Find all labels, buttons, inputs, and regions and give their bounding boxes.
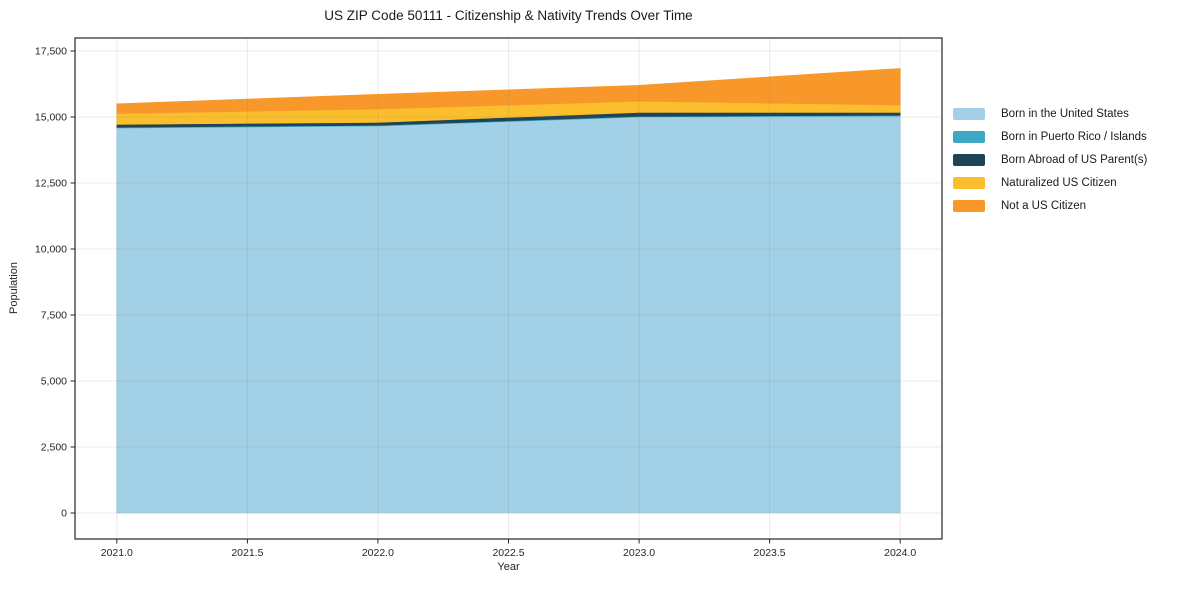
legend-swatch bbox=[953, 154, 985, 166]
x-tick-label: 2024.0 bbox=[884, 547, 916, 559]
y-tick-label: 10,000 bbox=[35, 244, 67, 256]
legend-item: Born in Puerto Rico / Islands bbox=[953, 131, 1147, 143]
x-tick-label: 2023.5 bbox=[754, 547, 786, 559]
legend-swatch bbox=[953, 200, 985, 212]
x-tick-label: 2022.0 bbox=[362, 547, 394, 559]
y-tick-label: 15,000 bbox=[35, 112, 67, 124]
legend-item: Naturalized US Citizen bbox=[953, 177, 1147, 189]
legend-item: Not a US Citizen bbox=[953, 200, 1147, 212]
y-axis-label: Population bbox=[8, 262, 20, 314]
legend-swatch bbox=[953, 131, 985, 143]
legend-label: Born in the United States bbox=[1001, 108, 1129, 120]
legend-swatch bbox=[953, 177, 985, 189]
y-tick-label: 7,500 bbox=[41, 310, 67, 322]
legend-label: Not a US Citizen bbox=[1001, 200, 1087, 212]
legend: Born in the United States Born in Puerto … bbox=[953, 108, 1147, 223]
chart-title: US ZIP Code 50111 - Citizenship & Nativi… bbox=[324, 8, 693, 23]
legend-swatch bbox=[953, 108, 985, 120]
y-tick-label: 12,500 bbox=[35, 178, 67, 190]
y-tick-label: 0 bbox=[61, 508, 67, 520]
legend-item: Born in the United States bbox=[953, 108, 1147, 120]
x-tick-label: 2023.0 bbox=[623, 547, 655, 559]
x-tick-label: 2022.5 bbox=[492, 547, 524, 559]
y-tick-label: 5,000 bbox=[41, 376, 67, 388]
x-tick-label: 2021.0 bbox=[101, 547, 133, 559]
y-tick-label: 2,500 bbox=[41, 442, 67, 454]
x-axis-label: Year bbox=[497, 561, 520, 573]
legend-label: Born Abroad of US Parent(s) bbox=[1001, 154, 1148, 166]
y-tick-label: 17,500 bbox=[35, 46, 67, 58]
legend-label: Naturalized US Citizen bbox=[1001, 177, 1117, 189]
area-not-a-us-citizen bbox=[116, 68, 901, 114]
legend-label: Born in Puerto Rico / Islands bbox=[1001, 131, 1147, 143]
legend-item: Born Abroad of US Parent(s) bbox=[953, 154, 1147, 166]
x-tick-label: 2021.5 bbox=[231, 547, 263, 559]
